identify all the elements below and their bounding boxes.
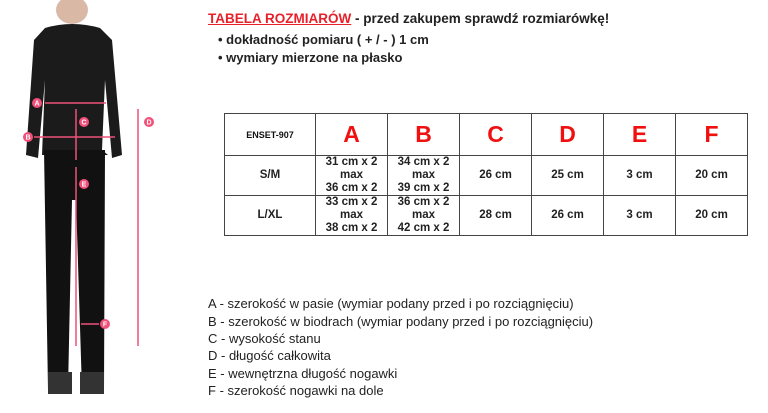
size-label: S/M: [224, 155, 316, 196]
cell-b-max: 39 cm x 2: [397, 182, 450, 194]
cell-a-max-label: max: [339, 169, 364, 181]
legend-text: - długość całkowita: [217, 348, 331, 363]
cell-a: 31 cm x 2 max 36 cm x 2: [315, 155, 388, 196]
product-code: ENSET-907: [224, 113, 316, 156]
bullet-accuracy: dokładność pomiaru ( + / - ) 1 cm: [218, 32, 429, 47]
cell-b-max: 42 cm x 2: [397, 222, 450, 234]
cell-f: 20 cm: [675, 195, 748, 236]
cell-d: 25 cm: [531, 155, 604, 196]
heading: TABELA ROZMIARÓW - przed zakupem sprawdź…: [208, 11, 609, 26]
legend-key: B: [208, 314, 217, 329]
cell-a-min: 33 cm x 2: [325, 196, 378, 208]
table-row: L/XL 33 cm x 2 max 38 cm x 2 36 cm x 2 max 4…: [224, 195, 748, 236]
cell-e: 3 cm: [603, 155, 676, 196]
cell-b-max-label: max: [411, 209, 436, 221]
col-d: D: [531, 113, 604, 156]
cell-d: 26 cm: [531, 195, 604, 236]
cell-b-min: 34 cm x 2: [397, 156, 450, 168]
col-a: A: [315, 113, 388, 156]
size-label: L/XL: [224, 195, 316, 236]
cell-a-max: 38 cm x 2: [325, 222, 378, 234]
figure-label-f: F: [103, 322, 108, 329]
legend-text: - szerokość w biodrach (wymiar podany pr…: [216, 314, 594, 329]
legend-a: A - szerokość w pasie (wymiar podany prz…: [208, 296, 574, 311]
table-header-row: ENSET-907 A B C D E F: [224, 113, 748, 156]
figure-label-b: B: [25, 135, 30, 142]
heading-rest: - przed zakupem sprawdź rozmiarówkę!: [351, 11, 610, 26]
legend-text: - szerokość w pasie (wymiar podany przed…: [215, 296, 574, 311]
table-row: S/M 31 cm x 2 max 36 cm x 2 34 cm x 2 max 39…: [224, 155, 748, 196]
cell-b: 34 cm x 2 max 39 cm x 2: [387, 155, 460, 196]
legend-f: F - szerokość nogawki na dole: [208, 383, 384, 398]
legend-key: E: [208, 366, 217, 381]
size-table: ENSET-907 A B C D E F S/M 31 cm x 2 max 36…: [224, 113, 748, 236]
legend-key: F: [208, 383, 216, 398]
cell-a-max-label: max: [339, 209, 364, 221]
cell-a-min: 31 cm x 2: [325, 156, 378, 168]
cell-a: 33 cm x 2 max 38 cm x 2: [315, 195, 388, 236]
col-f: F: [675, 113, 748, 156]
cell-b-min: 36 cm x 2: [397, 196, 450, 208]
col-b: B: [387, 113, 460, 156]
legend-text: - szerokość nogawki na dole: [215, 383, 384, 398]
legend-b: B - szerokość w biodrach (wymiar podany …: [208, 314, 593, 329]
legend-e: E - wewnętrzna długość nogawki: [208, 366, 397, 381]
cell-f: 20 cm: [675, 155, 748, 196]
legend-text: - wewnętrzna długość nogawki: [216, 366, 398, 381]
cell-e: 3 cm: [603, 195, 676, 236]
figure-label-e: E: [82, 182, 87, 189]
model-measurement-figure: A B C D E F: [23, 0, 154, 394]
col-c: C: [459, 113, 532, 156]
figure-label-c: C: [81, 120, 86, 127]
legend-c: C - wysokość stanu: [208, 331, 321, 346]
cell-c: 26 cm: [459, 155, 532, 196]
legend-key: C: [208, 331, 218, 346]
bullet-flat: wymiary mierzone na płasko: [218, 50, 402, 65]
heading-title: TABELA ROZMIARÓW: [208, 11, 352, 26]
cell-b: 36 cm x 2 max 42 cm x 2: [387, 195, 460, 236]
figure-label-a: A: [34, 101, 39, 108]
col-e: E: [603, 113, 676, 156]
cell-b-max-label: max: [411, 169, 436, 181]
legend-text: - wysokość stanu: [217, 331, 321, 346]
legend-d: D - długość całkowita: [208, 348, 331, 363]
cell-c: 28 cm: [459, 195, 532, 236]
legend-key: A: [208, 296, 216, 311]
figure-label-d: D: [146, 120, 151, 127]
cell-a-max: 36 cm x 2: [325, 182, 378, 194]
legend-key: D: [208, 348, 218, 363]
